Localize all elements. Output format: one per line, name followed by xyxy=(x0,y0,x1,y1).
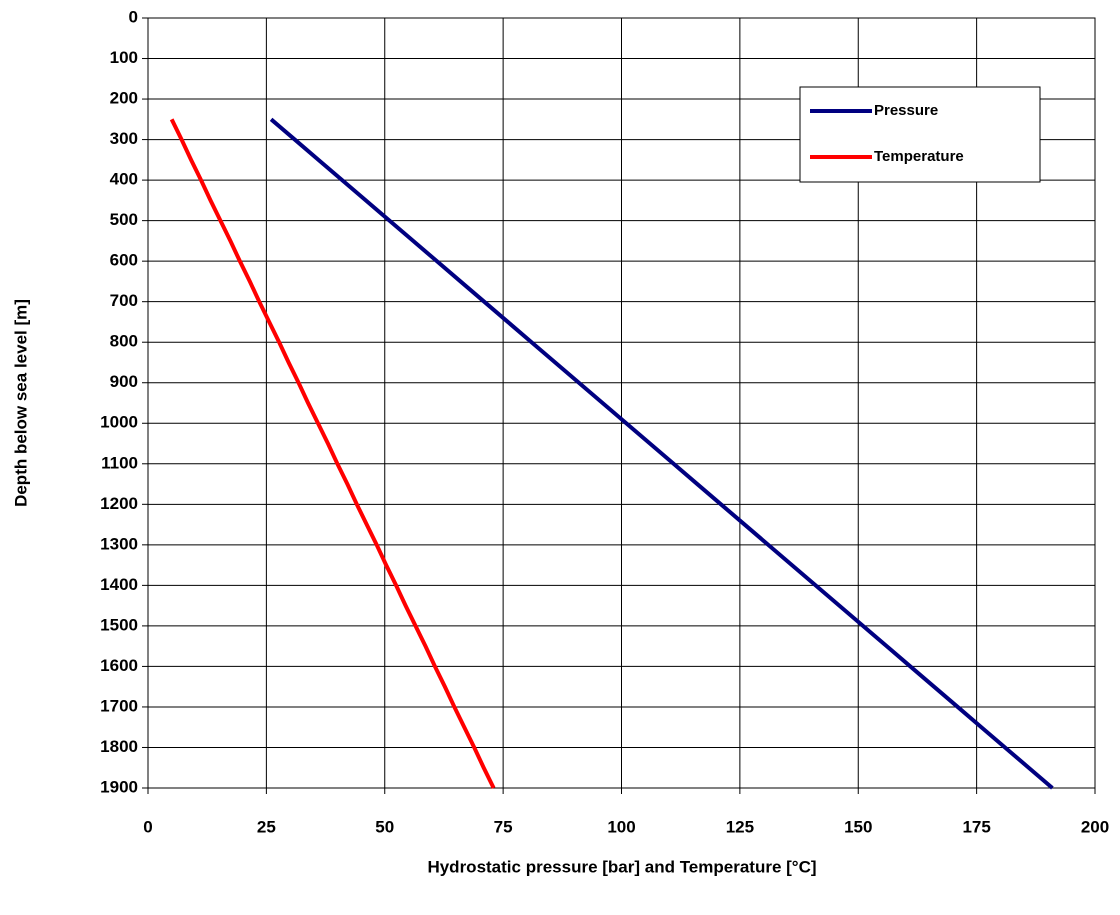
y-tick-label: 1400 xyxy=(100,575,138,594)
y-tick-label: 600 xyxy=(110,251,138,270)
y-tick-label: 300 xyxy=(110,129,138,148)
y-tick-label: 700 xyxy=(110,291,138,310)
y-tick-label: 1000 xyxy=(100,413,138,432)
y-tick-label: 1600 xyxy=(100,656,138,675)
y-axis-label: Depth below sea level [m] xyxy=(11,299,30,507)
x-tick-label: 0 xyxy=(143,817,152,836)
x-tick-label: 175 xyxy=(962,817,990,836)
y-tick-label: 200 xyxy=(110,89,138,108)
legend-box xyxy=(799,86,1041,183)
y-tick-label: 400 xyxy=(110,170,138,189)
x-tick-label: 50 xyxy=(375,817,394,836)
y-tick-label: 1500 xyxy=(100,615,138,634)
x-tick-label: 75 xyxy=(494,817,513,836)
y-tick-label: 1700 xyxy=(100,696,138,715)
x-tick-label: 100 xyxy=(607,817,635,836)
data-line xyxy=(269,117,1054,790)
x-tick-label: 200 xyxy=(1081,817,1109,836)
y-tick-label: 1200 xyxy=(100,494,138,513)
y-tick-label: 500 xyxy=(110,210,138,229)
x-tick-label: 25 xyxy=(257,817,276,836)
y-tick-label: 1800 xyxy=(100,737,138,756)
legend-label: Pressure xyxy=(874,102,938,119)
y-tick-label: 1900 xyxy=(100,777,138,796)
legend-label: Temperature xyxy=(874,148,964,165)
y-tick-label: 100 xyxy=(110,48,138,67)
y-tick-label: 0 xyxy=(129,7,138,26)
x-axis-label: Hydrostatic pressure [bar] and Temperatu… xyxy=(427,857,816,876)
y-tick-label: 1100 xyxy=(101,453,138,472)
data-line xyxy=(169,118,496,789)
y-tick-label: 800 xyxy=(110,332,138,351)
y-tick-label: 1300 xyxy=(100,534,138,553)
y-tick-label: 900 xyxy=(110,372,138,391)
x-tick-label: 150 xyxy=(844,817,872,836)
x-tick-label: 125 xyxy=(726,817,754,836)
